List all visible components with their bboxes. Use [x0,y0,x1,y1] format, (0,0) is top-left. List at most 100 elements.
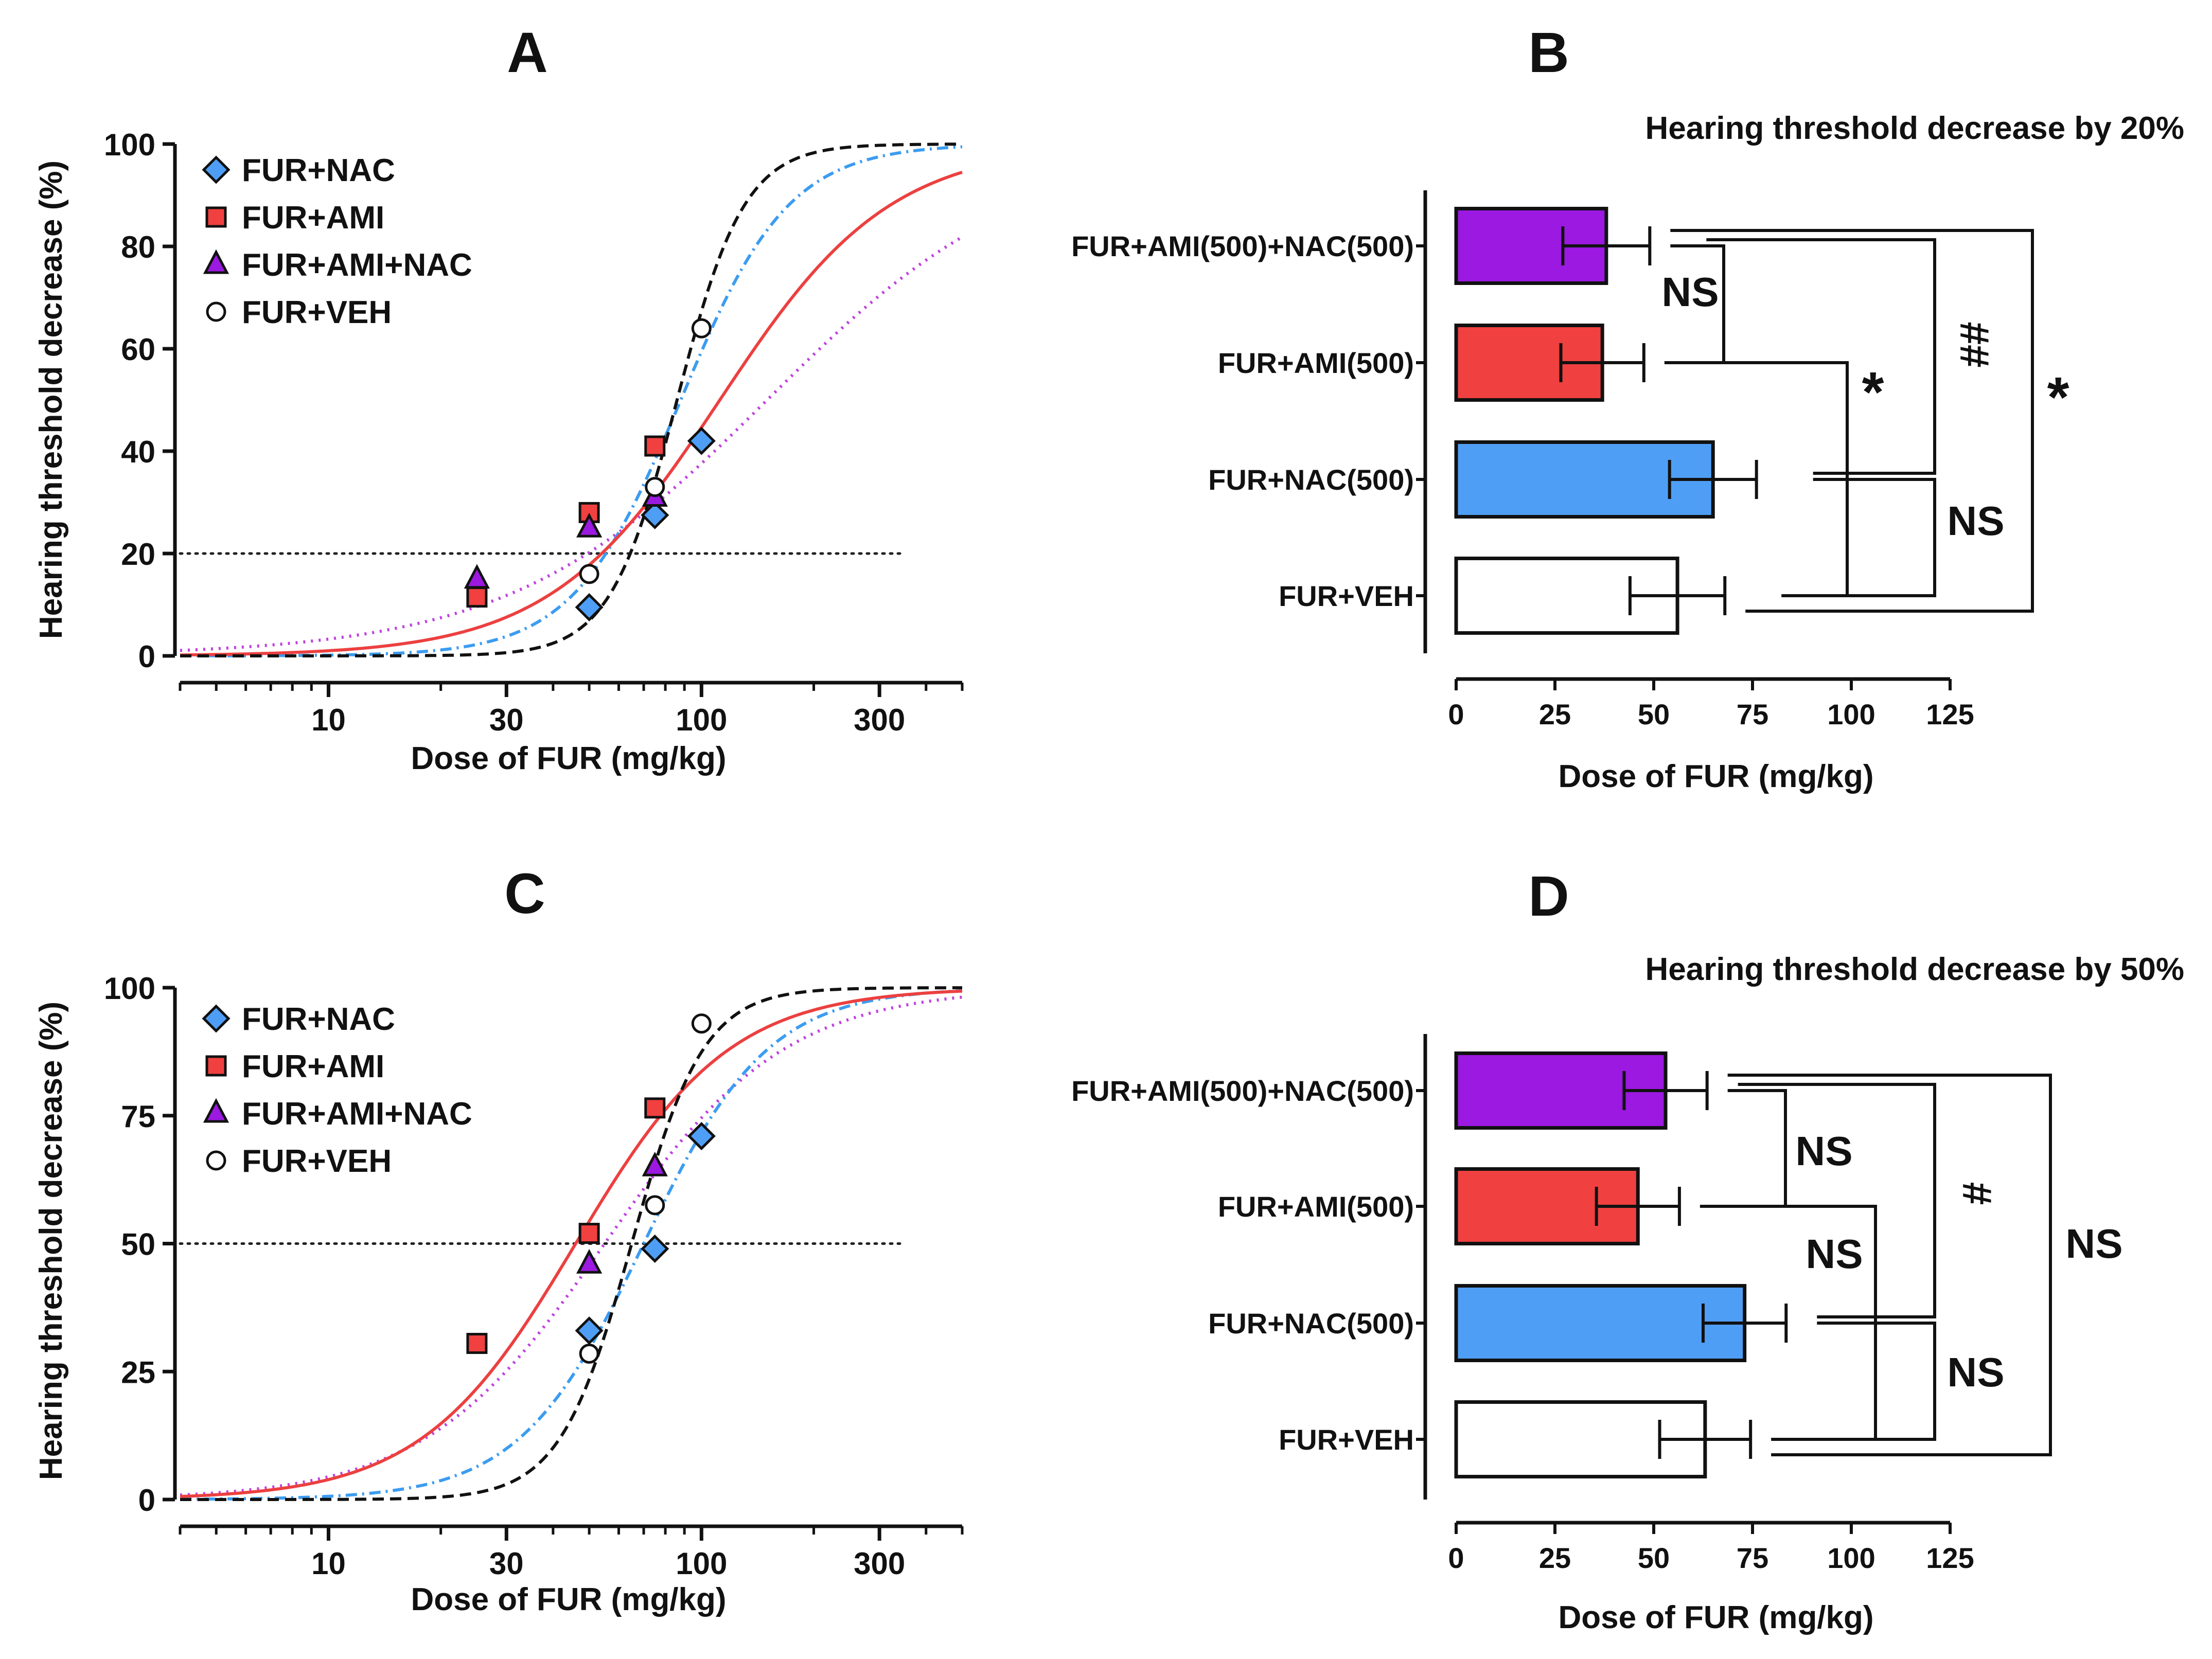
panel-c-legend-marker-fur-nac [202,1004,231,1033]
panel-d-category-label: FUR+NAC(500) [1208,1307,1414,1340]
panel-a-x-tick-label: 30 [489,703,524,737]
panel-a-point-fur-nac [575,593,604,622]
panel-b-significance-bracket [1710,361,1849,597]
panel-b-category-label: FUR+VEH [1279,580,1414,612]
panel-c-x-tick-label: 30 [489,1546,524,1581]
panel-c-curve-fur-veh [180,986,962,1501]
panel-c-title: C [504,862,545,925]
panel-d-significance-label: NS [1947,1349,2004,1395]
panel-a-curve-fur-ami [180,170,963,657]
panel-a-legend-marker-fur-ami-nac [203,249,229,274]
panel-a-legend-label: FUR+AMI+NAC [242,247,472,283]
panel-a-x-tick-label: 300 [854,703,905,737]
panel-d-significance-label: NS [2065,1221,2122,1266]
panel-c-point-fur-veh [579,1343,599,1364]
panel-d-x-tick-label: 125 [1926,1542,1974,1574]
panel-a-title: A [507,21,547,84]
panel-c-dose-response: C Hearing threshold decrease (%) Dose of… [33,862,964,1617]
panel-c-y-tick-label: 50 [121,1227,155,1262]
panel-b-x-axis-label: Dose of FUR (mg/kg) [1558,759,1873,794]
panel-c-x-tick-label: 100 [676,1546,727,1581]
panel-a-y-tick-label: 80 [121,230,155,264]
panel-a-x-tick-label: 10 [311,703,346,737]
panel-d-significance-bracket [1738,1083,1936,1318]
panel-c-curve-fur-ami-nac [180,995,963,1497]
panel-d-significance-bracket [1727,1074,2052,1456]
panel-a-point-fur-veh [579,564,599,584]
panel-d-category-label: FUR+AMI(500) [1218,1190,1414,1223]
panel-c-x-axis-label: Dose of FUR (mg/kg) [411,1582,726,1617]
panel-d-significance-bracket [1781,1322,1936,1441]
panel-a-y-tick-label: 0 [138,639,155,674]
panel-a-y-tick-label: 20 [121,537,155,572]
panel-b-significance-label: ## [1952,322,1997,368]
panel-c-legend-label: FUR+AMI+NAC [242,1096,472,1132]
panel-c-point-fur-ami-nac [642,1151,668,1176]
panel-b-significance-bracket [1664,244,1725,364]
panel-c-point-fur-nac [687,1122,716,1151]
panel-d-significance-label: NS [1795,1128,1852,1174]
panel-c-curve-fur-ami [180,989,963,1499]
panel-c-point-fur-ami [578,1223,600,1244]
panel-b-significance-label: * [2047,366,2069,429]
panel-c-legend-marker-fur-ami-nac [203,1098,229,1123]
panel-c-legend-marker-fur-ami [205,1055,227,1077]
panel-d-x-tick-label: 25 [1539,1542,1571,1574]
panel-d-x-tick-label: 100 [1827,1542,1875,1574]
panel-b-significance-bracket [1706,238,1936,475]
panel-b-x-tick-label: 75 [1737,698,1768,730]
panel-c-y-tick-label: 100 [104,971,155,1006]
panel-a-point-fur-nac [641,501,669,529]
panel-c-x-tick-label: 300 [854,1546,905,1581]
panel-b-category-label: FUR+NAC(500) [1208,463,1414,496]
panel-c-legend-label: FUR+AMI [242,1049,384,1084]
panel-b-significance-bracket [1670,229,2034,613]
panel-a-legend-label: FUR+AMI [242,200,384,236]
panel-a-point-fur-veh [691,318,712,338]
panel-b-significance-label: NS [1947,498,2004,544]
panel-c-point-fur-nac [641,1234,669,1263]
panel-a-y-tick-label: 60 [121,332,155,367]
panel-a-legend-marker-fur-ami [205,206,227,228]
panel-b-significance-label: NS [1661,269,1719,315]
panel-c-curve-fur-nac [180,989,963,1501]
panel-b-title: B [1528,21,1569,84]
panel-c-point-fur-nac [575,1316,604,1345]
panel-b-subtitle: Hearing threshold decrease by 20% [1645,111,2184,146]
panel-a-dose-response: A Hearing threshold decrease (%) Dose of… [33,21,964,776]
panel-b-category-label: FUR+AMI(500) [1218,347,1414,379]
panel-d-category-label: FUR+VEH [1279,1423,1414,1456]
panel-d-x-tick-label: 0 [1448,1542,1464,1574]
panel-c-y-axis-label: Hearing threshold decrease (%) [33,1002,69,1480]
panel-b-x-tick-label: 100 [1827,698,1875,730]
panel-d-bar-chart: D Hearing threshold decrease by 50% Dose… [1071,865,2184,1635]
panel-d-subtitle: Hearing threshold decrease by 50% [1645,952,2184,987]
panel-c-point-fur-veh [645,1195,665,1216]
panel-a-legend-label: FUR+NAC [242,153,395,188]
panel-a-point-fur-veh [645,477,665,497]
panel-c-point-fur-ami-nac [576,1248,603,1274]
panel-a-y-tick-label: 40 [121,435,155,469]
panel-c-y-tick-label: 0 [138,1483,155,1518]
panel-a-curve-fur-nac [180,145,963,657]
panel-c-legend-label: FUR+VEH [242,1144,392,1179]
panel-a-legend-marker-fur-veh [206,301,226,322]
panel-a-y-axis-label: Hearing threshold decrease (%) [33,160,69,639]
panel-c-x-tick-label: 10 [311,1546,346,1581]
panel-d-x-axis-label: Dose of FUR (mg/kg) [1558,1600,1873,1635]
panel-a-y-tick-label: 100 [104,128,155,162]
panel-b-significance-label: * [1862,361,1884,424]
panel-c-legend-marker-fur-veh [206,1150,226,1171]
panel-b-bar-chart: B Hearing threshold decrease by 20% Dose… [1071,21,2184,794]
panel-a-point-fur-ami [466,586,488,608]
panel-a-x-axis-label: Dose of FUR (mg/kg) [411,741,726,776]
panel-a-legend-marker-fur-nac [202,155,231,184]
panel-c-point-fur-ami [466,1333,488,1354]
panel-d-category-label: FUR+AMI(500)+NAC(500) [1071,1075,1414,1107]
panel-c-point-fur-veh [691,1013,712,1034]
panel-a-legend-label: FUR+VEH [242,295,392,330]
panel-b-category-label: FUR+AMI(500)+NAC(500) [1071,230,1414,262]
panel-b-x-tick-label: 25 [1539,698,1571,730]
